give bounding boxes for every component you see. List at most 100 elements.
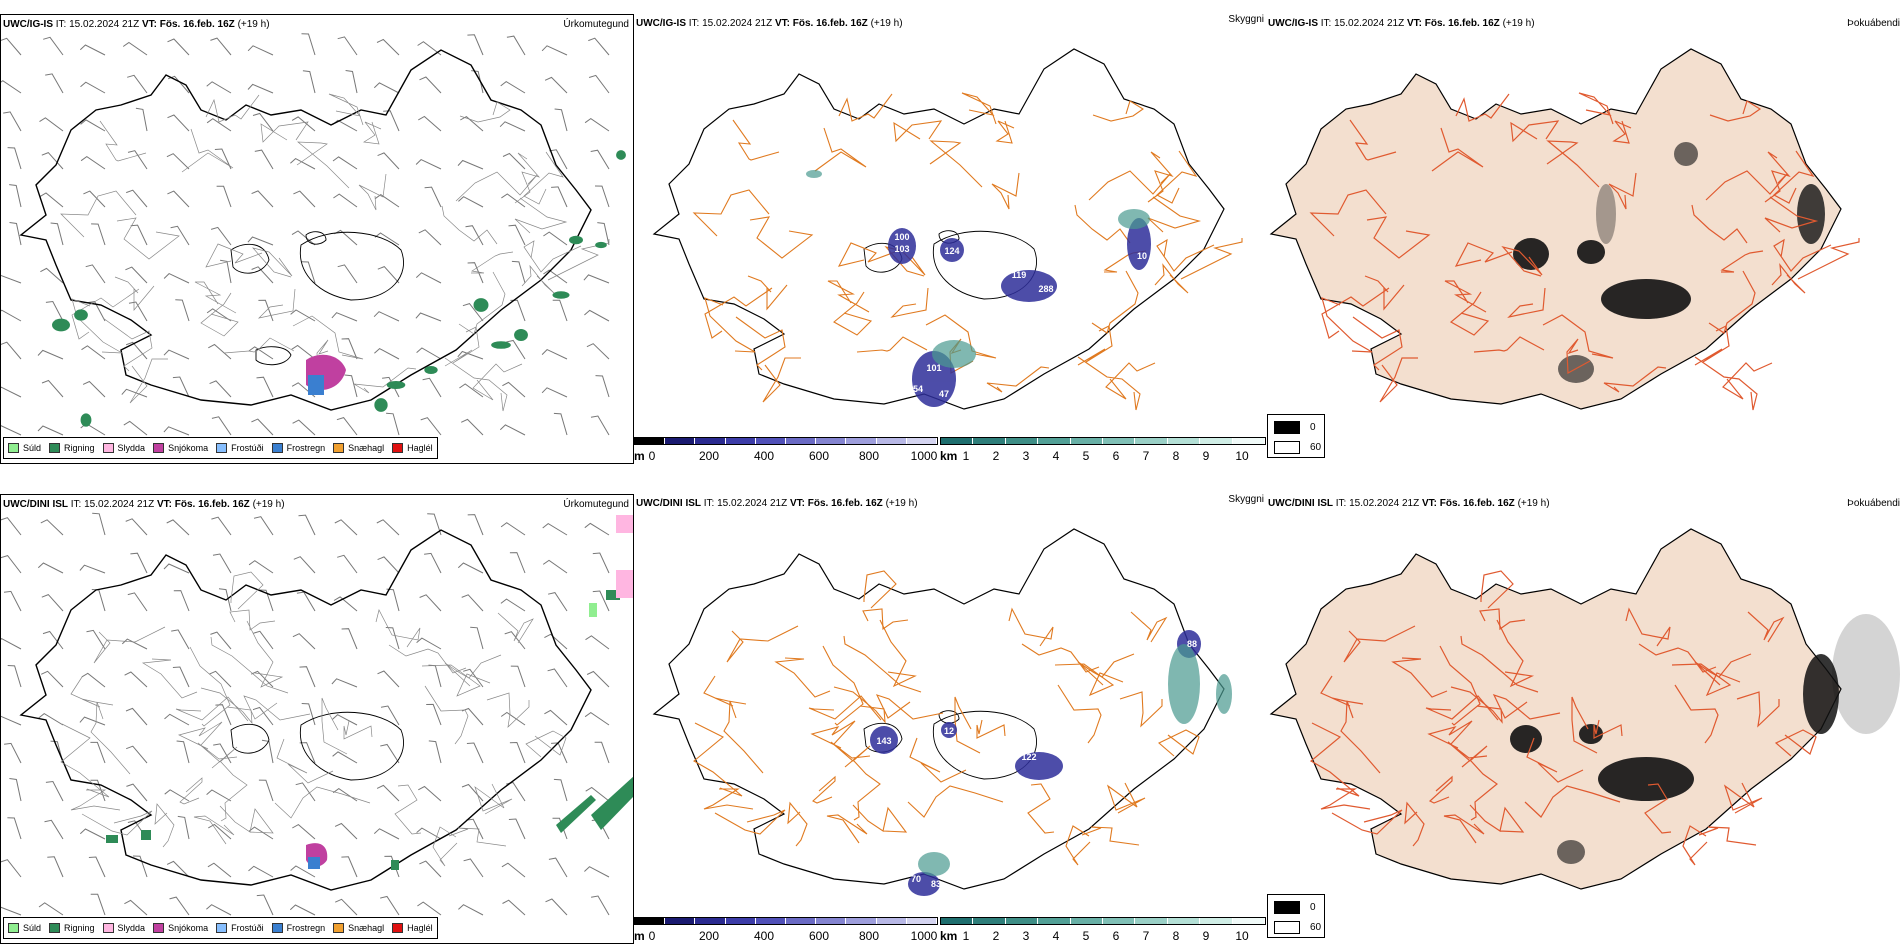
- colorbar-tick: 5: [1082, 929, 1090, 943]
- wind-barb: [122, 41, 148, 56]
- colorbar-tick: 10: [1235, 449, 1249, 463]
- wind-barb: [383, 110, 400, 132]
- cloud-base-label: 119: [1012, 270, 1027, 280]
- fog-legend-label: 0: [1310, 902, 1316, 913]
- visibility-colorbar-top: km 1 2 3 4 5 6 7 8 9 10: [940, 437, 1266, 469]
- wind-barb: [290, 157, 316, 170]
- fog-indicator-panel-top: UWC/IG-IS IT: 15.02.2024 21Z VT: Fös. 16…: [1266, 14, 1900, 464]
- road-line: [1454, 242, 1513, 267]
- cloud-base-labels: 143 122 88 70 83 12: [876, 639, 1197, 889]
- road-line: [296, 141, 350, 189]
- wind-barb: [79, 828, 106, 840]
- road-line: [1674, 684, 1719, 744]
- wind-barb: [374, 193, 400, 208]
- road-line: [1077, 653, 1135, 686]
- colorbar-tick: 7: [1142, 449, 1150, 463]
- road-line: [830, 741, 871, 768]
- wind-barb: [543, 231, 568, 246]
- wind-barb: [127, 150, 148, 170]
- wind-barb: [293, 556, 316, 574]
- wind-barb: [334, 898, 358, 916]
- wind-barb: [50, 222, 64, 246]
- road-line: [1507, 287, 1546, 319]
- wind-barb: [128, 301, 148, 322]
- wind-barb: [292, 823, 316, 840]
- road-line: [929, 140, 983, 188]
- wind-barb: [90, 741, 106, 764]
- wind-barb: [124, 899, 148, 916]
- wind-barb: [504, 631, 526, 650]
- wind-barb: [415, 158, 442, 170]
- road-line: [223, 337, 295, 354]
- wind-barb: [376, 519, 400, 536]
- road-line: [210, 636, 289, 694]
- wind-barb: [80, 155, 106, 170]
- road-line: [1321, 287, 1390, 339]
- road-line: [1638, 643, 1717, 673]
- wind-barb: [125, 707, 148, 726]
- wind-barb: [460, 115, 484, 132]
- wind-barb: [553, 412, 568, 436]
- road-line: [1331, 809, 1403, 835]
- wind-barb: [41, 379, 64, 398]
- road-line: [893, 120, 943, 143]
- panel-header: UWC/IG-IS IT: 15.02.2024 21Z VT: Fös. 16…: [3, 19, 270, 30]
- wind-barb: [467, 34, 484, 56]
- road-line: [704, 287, 773, 339]
- wind-barb: [126, 783, 148, 802]
- wind-barb: [506, 781, 526, 802]
- colorbar-tick: 400: [753, 929, 775, 943]
- legend-item: Slydda: [102, 443, 145, 453]
- road-line: [497, 612, 534, 644]
- visibility-panel-bottom: UWC/DINI ISL IT: 15.02.2024 21Z VT: Fös.…: [634, 494, 1266, 944]
- wind-barb: [214, 148, 232, 170]
- legend-item: Frostúði: [216, 443, 264, 453]
- cloud-base-label: 101: [926, 363, 941, 373]
- wind-barb: [1, 637, 22, 650]
- road-line: [363, 121, 382, 145]
- wind-barb: [172, 666, 190, 688]
- glacier-outlines: [230, 711, 404, 781]
- cloud-base-colorbar: [634, 437, 938, 445]
- wind-barb: [248, 560, 274, 574]
- road-line: [321, 697, 348, 755]
- wind-barb: [41, 152, 64, 170]
- road-line: [243, 695, 311, 721]
- wind-barb: [123, 420, 148, 436]
- road-line: [70, 789, 121, 811]
- panel-header: UWC/DINI ISL IT: 15.02.2024 21Z VT: Fös.…: [1268, 498, 1550, 509]
- road-line: [1320, 675, 1364, 707]
- wind-barb: [385, 627, 400, 650]
- road-line: [514, 152, 541, 204]
- road-line: [458, 271, 506, 335]
- road-line: [749, 216, 814, 259]
- road-line: [1542, 314, 1614, 359]
- wind-barb: [417, 901, 442, 916]
- wind-barb: [384, 855, 400, 878]
- wind-barb: [549, 149, 568, 170]
- road-line: [175, 696, 249, 722]
- wind-barb: [417, 41, 442, 56]
- wind-barb: [419, 594, 442, 612]
- wind-barb: [332, 156, 358, 170]
- road-line: [432, 826, 458, 867]
- road-line: [292, 315, 364, 360]
- road-line: [99, 120, 147, 162]
- road-line: [1694, 356, 1758, 411]
- wind-barb: [506, 35, 526, 56]
- wind-barb: [206, 308, 232, 322]
- wind-barb: [42, 630, 64, 650]
- wind-barb: [248, 865, 274, 878]
- wind-barb: [295, 782, 316, 802]
- wind-barb: [457, 159, 484, 170]
- colorbar-tick: 1000: [910, 449, 938, 463]
- wind-barb: [508, 224, 526, 246]
- wind-barb: [382, 376, 400, 398]
- road-line: [762, 357, 801, 403]
- legend-item: Snæhagl: [333, 923, 384, 933]
- wind-barb: [213, 743, 232, 764]
- wind-barb: [206, 904, 232, 916]
- wind-barb: [251, 266, 274, 284]
- wind-barb: [499, 424, 526, 436]
- road-line: [521, 264, 556, 295]
